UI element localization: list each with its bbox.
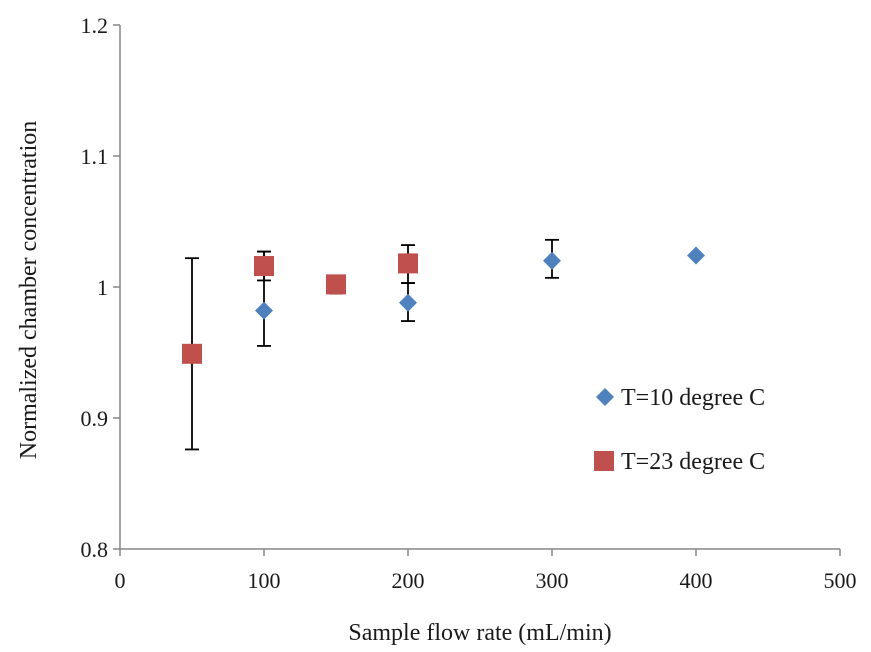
- legend-marker-t10: [596, 388, 614, 406]
- data-point-t10: [543, 251, 561, 270]
- data-point-t10: [399, 293, 417, 312]
- x-tick-label: 100: [248, 568, 281, 593]
- x-tick-label: 400: [680, 568, 713, 593]
- x-tick-label: 500: [824, 568, 857, 593]
- y-tick-label: 1: [97, 275, 108, 300]
- legend-label-t10: T=10 degree C: [621, 385, 765, 411]
- data-point-t10: [255, 301, 273, 320]
- data-point-t23: [182, 343, 202, 364]
- x-tick-label: 200: [392, 568, 425, 593]
- y-tick-label: 1.2: [81, 13, 109, 38]
- y-tick-label: 0.8: [81, 537, 109, 562]
- legend-label-t23: T=23 degree C: [621, 449, 765, 475]
- data-point-t23: [326, 274, 346, 295]
- y-tick-label: 0.9: [81, 406, 109, 431]
- legend: T=10 degree C T=23 degree C: [594, 385, 765, 475]
- data-points: [182, 246, 705, 364]
- x-tick-label: 300: [536, 568, 569, 593]
- y-tick-label: 1.1: [81, 144, 109, 169]
- y-axis-title: Normalized chamber concentration: [16, 121, 42, 460]
- y-axis-ticks: 0.8 0.9 1 1.1 1.2: [81, 13, 120, 562]
- x-axis-ticks: 0 100 200 300 400 500: [115, 549, 857, 593]
- x-tick-label: 0: [115, 568, 126, 593]
- data-point-t23: [254, 256, 274, 277]
- error-bars: [185, 238, 559, 451]
- legend-marker-t23: [594, 451, 614, 471]
- data-point-t23: [398, 253, 418, 274]
- data-point-t10: [687, 246, 705, 265]
- x-axis-title: Sample flow rate (mL/min): [348, 620, 611, 646]
